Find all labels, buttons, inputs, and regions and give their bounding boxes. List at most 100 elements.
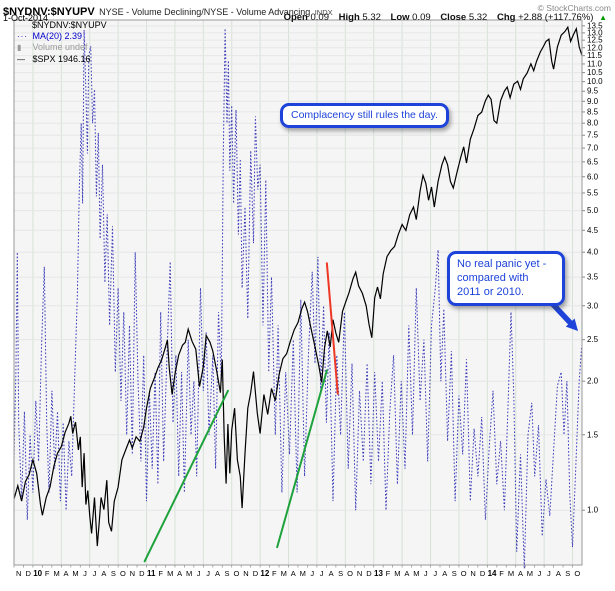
legend-ma-label: MA(20) 2.39	[32, 30, 83, 41]
y-tick-label: 11.5	[587, 51, 603, 60]
change-label: Chg	[496, 12, 516, 23]
x-tick-label: J	[197, 569, 201, 578]
y-tick-label: 5.0	[587, 206, 599, 215]
y-tick-label: 2.5	[587, 335, 599, 344]
legend-item-ma: ··· MA(20) 2.39	[17, 31, 107, 43]
x-tick-label: O	[234, 569, 240, 578]
x-tick-label: N	[470, 569, 475, 578]
x-tick-label: J	[424, 569, 428, 578]
x-tick-label: M	[394, 569, 400, 578]
x-tick-label: M	[281, 569, 287, 578]
x-tick-label: 12	[260, 569, 269, 578]
y-tick-label: 7.0	[587, 144, 599, 153]
y-tick-label: 8.5	[587, 107, 599, 116]
x-tick-label: J	[93, 569, 97, 578]
x-tick-label: F	[499, 569, 504, 578]
y-tick-label: 6.5	[587, 157, 599, 166]
x-tick-label: J	[320, 569, 324, 578]
y-tick-label: 8.0	[587, 119, 599, 128]
y-tick-label: 13.0	[587, 28, 603, 37]
y-tick-label: 1.5	[587, 430, 599, 439]
x-tick-label: F	[45, 569, 50, 578]
high-value: 5.32	[362, 12, 381, 23]
annotation-arrow-head	[565, 318, 578, 331]
open-value: 0.09	[310, 12, 330, 23]
x-tick-label: J	[433, 569, 437, 578]
x-tick-label: J	[538, 569, 542, 578]
x-tick-label: N	[243, 569, 248, 578]
x-tick-label: S	[111, 569, 116, 578]
close-label: Close	[440, 12, 467, 23]
x-tick-label: M	[186, 569, 192, 578]
annotation-no-panic: No real panic yet - compared with 2011 o…	[447, 251, 565, 307]
y-tick-label: 9.0	[587, 97, 599, 106]
low-value: 0.09	[412, 12, 431, 23]
x-tick-label: 11	[147, 569, 156, 578]
change-value: +2.88 (+117.76%)	[518, 12, 594, 23]
high-label: High	[338, 12, 360, 23]
x-tick-label: F	[272, 569, 277, 578]
x-tick-label: N	[357, 569, 362, 578]
y-tick-label: 11.0	[587, 59, 603, 68]
y-tick-label: 10.5	[587, 68, 603, 77]
chart-header: $NYDNV:$NYUPV NYSE - Volume Declining/NY…	[3, 2, 612, 18]
green-trendline-2012	[276, 369, 328, 549]
x-tick-label: O	[120, 569, 126, 578]
open-label: Open	[283, 12, 308, 23]
y-tick-label: 4.5	[587, 226, 599, 235]
x-tick-label: 14	[488, 569, 497, 578]
solid-line-icon: —	[17, 54, 26, 64]
green-trendline-2011	[143, 389, 229, 563]
y-tick-label: 6.0	[587, 172, 599, 181]
x-tick-label: A	[329, 569, 334, 578]
annotation-complacency: Complacency still rules the day.	[280, 103, 449, 128]
x-tick-label: M	[508, 569, 514, 578]
y-tick-label: 3.0	[587, 301, 599, 310]
y-tick-label: 9.5	[587, 87, 599, 96]
x-tick-label: J	[83, 569, 87, 578]
x-tick-label: S	[565, 569, 570, 578]
x-tick-label: A	[215, 569, 220, 578]
symbol-title: $NYDNV:$NYUPV	[3, 6, 95, 18]
legend-volume-label: Volume undef	[32, 42, 88, 52]
spx-line	[13, 25, 583, 547]
y-tick-label: 2.0	[587, 377, 599, 386]
legend-spx-label: $SPX 1946.16	[32, 53, 91, 64]
x-tick-label: A	[442, 569, 447, 578]
x-tick-label: M	[527, 569, 533, 578]
x-tick-label: 13	[374, 569, 383, 578]
x-tick-label: D	[25, 569, 31, 578]
up-triangle-icon: ▲	[599, 13, 607, 22]
ohlc-row: Open 0.09 High 5.32 Low 0.09 Close 5.32 …	[277, 12, 607, 23]
x-tick-label: 10	[33, 569, 42, 578]
legend-item-volume: ▮ Volume undef	[17, 42, 107, 54]
y-tick-label: 12.5	[587, 36, 603, 45]
x-tick-label: D	[253, 569, 259, 578]
x-tick-label: F	[158, 569, 163, 578]
y-tick-label: 5.5	[587, 188, 599, 197]
y-tick-label: 7.5	[587, 131, 599, 140]
x-tick-label: N	[130, 569, 135, 578]
chart-legend: $NYDNV:$NYUPV ··· MA(20) 2.39 ▮ Volume u…	[17, 20, 107, 65]
y-tick-label: 1.0	[587, 506, 599, 515]
x-tick-label: O	[461, 569, 467, 578]
red-trendline-2012	[325, 262, 339, 395]
y-tick-label: 13.5	[587, 21, 603, 30]
chart-date: 1-Oct-2014	[3, 13, 49, 23]
x-tick-label: A	[556, 569, 561, 578]
legend-symbol-label: $NYDNV:$NYUPV	[32, 20, 107, 30]
copyright-label: © StockCharts.com	[537, 3, 611, 13]
legend-item-spx: — $SPX 1946.16	[17, 54, 107, 66]
y-tick-label: 3.5	[587, 273, 599, 282]
x-tick-label: S	[452, 569, 457, 578]
dotted-line-icon: ···	[17, 31, 28, 41]
low-label: Low	[390, 12, 410, 23]
close-value: 5.32	[468, 12, 488, 23]
plot-border	[13, 19, 583, 566]
x-tick-label: A	[518, 569, 523, 578]
x-tick-label: D	[366, 569, 372, 578]
symbol-description: NYSE - Volume Declining/NYSE - Volume Ad…	[99, 7, 311, 17]
y-tick-label: 12.0	[587, 43, 603, 52]
x-tick-label: M	[167, 569, 173, 578]
